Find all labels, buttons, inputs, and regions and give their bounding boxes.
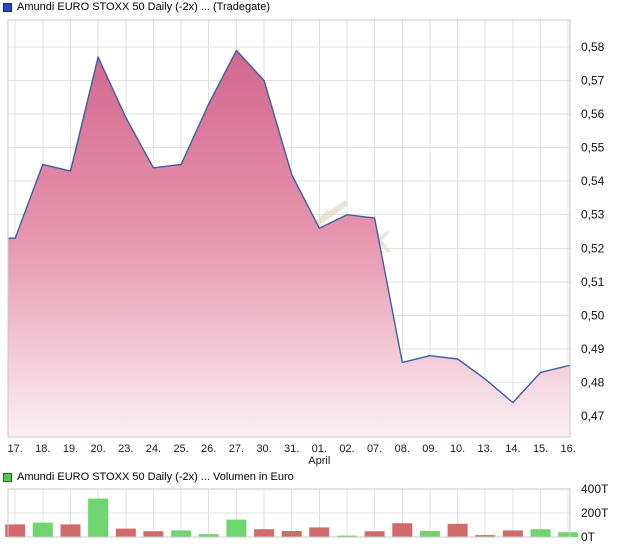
volume-plot-border [7,488,571,538]
price-tick-label: 0,54 [581,174,605,188]
volume-bar [88,498,109,537]
price-tick-label: 0,56 [581,107,605,121]
volume-bar [530,529,551,537]
volume-bar [198,534,219,537]
x-tick-label: 07. [367,443,382,455]
price-tick-label: 0,50 [581,308,605,322]
volume-bar [254,529,275,537]
volume-tick-label: 400T [581,482,609,496]
volume-plot-area[interactable] [8,489,570,537]
x-tick-label: 26. [201,443,216,455]
volume-bar [392,523,413,537]
x-tick-label: 17. [8,443,23,455]
price-chart-header: Amundi EURO STOXX 50 Daily (-2x) ... (Tr… [3,1,270,13]
x-tick-label: 19. [63,443,78,455]
volume-bar [502,530,523,537]
x-tick-label: 24. [146,443,161,455]
volume-bar [419,531,440,537]
volume-tick-label: 200T [581,506,609,520]
volume-series-swatch-icon [3,472,12,482]
volume-bar [337,535,357,537]
price-tick-label: 0,49 [581,342,605,356]
volume-bar [115,528,136,537]
price-line [8,49,570,404]
price-area [8,50,570,438]
volume-chart-header: Amundi EURO STOXX 50 Daily (-2x) ... Vol… [3,471,294,483]
price-plot-area[interactable] [8,20,570,437]
x-tick-label: 08. [395,443,410,455]
price-series-swatch-icon [3,2,12,12]
x-period-label: April [308,455,330,467]
x-tick-label: 15. [533,443,548,455]
volume-y-axis: 400T 200T 0T [581,482,609,544]
price-plot-border [7,19,571,438]
x-tick-label: 30. [256,443,271,455]
x-tick-label: 02. [339,443,354,455]
x-tick-label: 18. [35,443,50,455]
x-tick-label: 16. [561,443,576,455]
x-tick-label: 25. [173,443,188,455]
volume-bars [5,498,579,537]
price-tick-label: 0,52 [581,241,605,255]
x-tick-label: 27. [229,443,244,455]
volume-bar [60,524,81,537]
x-tick-label: 10. [450,443,465,455]
price-tick-label: 0,53 [581,208,605,222]
volume-bar [281,531,302,537]
x-tick-label: 14. [505,443,520,455]
volume-bar [309,527,330,537]
volume-bar [5,524,26,537]
x-tick-label: 20. [90,443,105,455]
volume-bar [171,530,192,537]
x-tick-label: 31. [284,443,299,455]
volume-bar [364,531,385,537]
volume-chart-title: Amundi EURO STOXX 50 Daily (-2x) ... Vol… [17,471,294,483]
x-axis: 17. 18. 19. 20. 23. 24. 25. 26. 27. 30. 31. 01. 02. 0… [8,443,576,467]
volume-bar [32,522,53,537]
x-tick-label: 01. [312,443,327,455]
volume-bar [475,535,496,537]
price-chart-title: Amundi EURO STOXX 50 Daily (-2x) ... (Tr… [17,1,271,13]
x-tick-label: 09. [422,443,437,455]
price-y-axis: 0,58 0,57 0,56 0,55 0,54 0,53 0,52 0,51 0,50 0,49… [581,40,605,423]
volume-tick-label: 0T [581,530,596,544]
x-tick-label: 23. [118,443,133,455]
price-tick-label: 0,47 [581,409,605,423]
price-tick-label: 0,48 [581,376,605,390]
price-tick-label: 0,58 [581,40,605,54]
price-tick-label: 0,57 [581,74,605,88]
volume-bar [226,519,247,537]
price-tick-label: 0,51 [581,275,605,289]
price-tick-label: 0,55 [581,141,605,155]
volume-bar [558,532,579,537]
x-tick-label: 13. [478,443,493,455]
volume-bar [447,523,468,537]
volume-bar [143,531,164,537]
